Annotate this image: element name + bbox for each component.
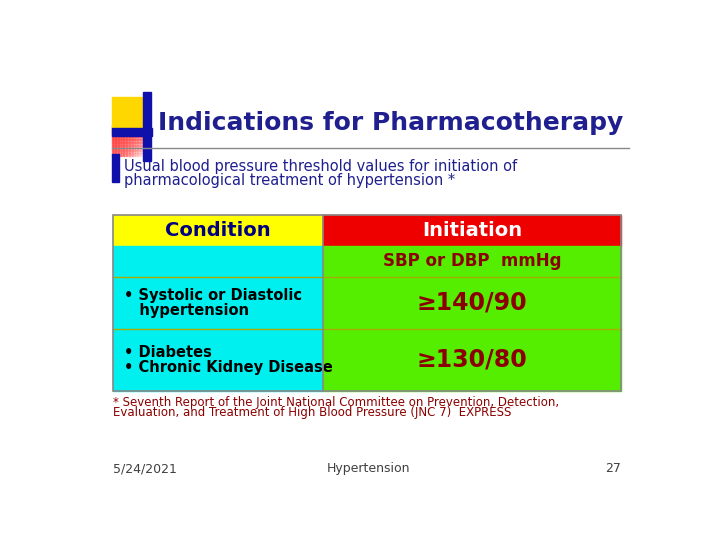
Bar	[112, 140, 143, 142]
Bar	[112, 154, 143, 156]
Bar	[112, 145, 143, 146]
Bar	[112, 132, 143, 134]
Text: 27: 27	[605, 462, 621, 475]
Bar	[112, 148, 143, 150]
Bar	[140, 125, 141, 156]
Bar	[141, 125, 143, 156]
Text: Hypertension: Hypertension	[328, 462, 410, 475]
Bar	[138, 125, 140, 156]
Bar	[113, 215, 621, 390]
Bar	[112, 97, 149, 134]
Bar	[118, 125, 120, 156]
Bar	[120, 125, 121, 156]
Text: Indications for Pharmacotherapy: Indications for Pharmacotherapy	[158, 111, 624, 134]
Bar	[126, 125, 127, 156]
Bar	[112, 139, 143, 140]
Bar	[112, 153, 143, 154]
Bar	[137, 125, 138, 156]
Text: * Seventh Report of the Joint National Committee on Prevention, Detection,: * Seventh Report of the Joint National C…	[113, 396, 559, 409]
Text: Usual blood pressure threshold values for initiation of: Usual blood pressure threshold values fo…	[124, 159, 517, 174]
Bar	[112, 130, 143, 131]
Bar	[129, 125, 130, 156]
Bar	[121, 125, 122, 156]
Bar	[323, 329, 621, 390]
Text: pharmacological treatment of hypertension *: pharmacological treatment of hypertensio…	[124, 173, 455, 187]
Bar	[124, 125, 126, 156]
Bar	[112, 125, 113, 156]
Text: Initiation: Initiation	[422, 221, 522, 240]
Bar	[113, 125, 114, 156]
Text: ≥140/90: ≥140/90	[417, 291, 527, 315]
Bar	[112, 136, 143, 137]
Text: • Diabetes: • Diabetes	[124, 345, 212, 360]
Bar	[114, 125, 117, 156]
Bar	[117, 125, 118, 156]
Bar	[112, 126, 143, 128]
Bar	[112, 146, 143, 148]
Text: • Systolic or Diastolic: • Systolic or Diastolic	[124, 288, 302, 303]
Text: Condition: Condition	[166, 221, 271, 240]
Bar	[112, 128, 143, 130]
Bar	[112, 154, 119, 182]
Bar	[130, 125, 132, 156]
Bar	[112, 128, 152, 137]
Bar	[112, 131, 143, 132]
Text: • Chronic Kidney Disease: • Chronic Kidney Disease	[124, 360, 333, 375]
Bar	[112, 143, 143, 145]
Bar	[113, 276, 323, 329]
Text: ≥130/80: ≥130/80	[417, 348, 528, 372]
Bar	[135, 125, 137, 156]
Bar	[113, 329, 323, 390]
Text: Evaluation, and Treatment of High Blood Pressure (JNC 7)  EXPRESS: Evaluation, and Treatment of High Blood …	[113, 406, 512, 419]
Bar	[122, 125, 124, 156]
Bar	[132, 125, 133, 156]
Text: hypertension: hypertension	[124, 303, 249, 318]
Bar	[133, 125, 135, 156]
Bar	[113, 246, 323, 276]
Bar	[112, 142, 143, 143]
Bar	[112, 137, 143, 139]
Bar	[112, 125, 143, 126]
Bar	[323, 215, 621, 246]
Text: 5/24/2021: 5/24/2021	[113, 462, 177, 475]
Text: SBP or DBP  mmHg: SBP or DBP mmHg	[383, 252, 562, 270]
Bar	[112, 150, 143, 151]
Bar	[143, 92, 151, 161]
Bar	[112, 151, 143, 153]
Bar	[113, 215, 323, 246]
Bar	[127, 125, 129, 156]
Bar	[112, 134, 143, 136]
Bar	[323, 276, 621, 329]
Bar	[323, 246, 621, 276]
